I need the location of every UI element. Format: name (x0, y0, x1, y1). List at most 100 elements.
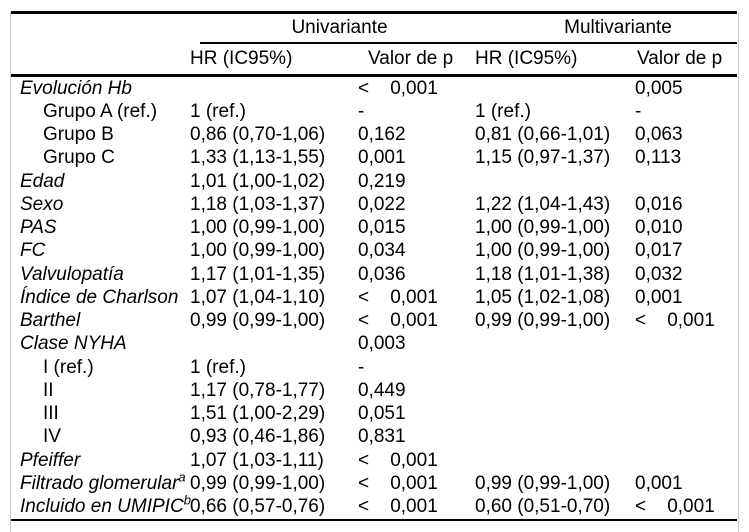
univariate-hr-cell: 1,07 (1,04-1,10) (190, 286, 326, 308)
univariate-hr-cell: 0,99 (0,99-1,00) (190, 310, 326, 332)
multivariate-hr-cell: 1,22 (1,04-1,43) (475, 193, 611, 215)
row-label-text: Barthel (20, 310, 81, 332)
univariate-p-cell: - (358, 356, 365, 378)
table-row: Filtrado glomerulara 0,99 (0,99-1,00) < … (11, 471, 737, 495)
table-row: Clase NYHA 0,003 (11, 333, 737, 356)
row-label: I (ref.) (11, 356, 190, 378)
univariate-p-cell: < 0,001 (358, 77, 438, 99)
multivariate-p-cell: 0,005 (635, 77, 683, 99)
multivariate-p-cell: 0,016 (635, 193, 683, 215)
multivariate-p-header: Valor de p (637, 48, 723, 70)
multivariate-hr-cell: 1,18 (1,01-1,38) (475, 263, 611, 285)
multivariate-hr-cell: 0,99 (0,99-1,00) (475, 310, 611, 332)
univariate-hr-header: HR (IC95%) (190, 48, 293, 70)
univariate-p-cell: 0,449 (358, 379, 406, 401)
table-row: III 1,51 (1,00-2,29) 0,051 (11, 403, 737, 426)
row-label: Filtrado glomerulara (11, 471, 190, 494)
row-label: III (11, 404, 190, 424)
univariate-hr-cell: 1 (ref.) (190, 356, 246, 378)
table-row: Sexo 1,18 (1,03-1,37) 0,022 1,22 (1,04-1… (11, 193, 737, 216)
univariate-hr-cell: 1,18 (1,03-1,37) (190, 193, 326, 215)
univariate-hr-cell: 0,99 (0,99-1,00) (190, 472, 326, 494)
table-row: Incluido en UMIPICb 0,66 (0,57-0,76) < 0… (11, 494, 737, 519)
table-row: PAS 1,00 (0,99-1,00) 0,015 1,00 (0,99-1,… (11, 217, 737, 240)
row-label-text: Incluido en UMIPIC (20, 496, 184, 518)
multivariate-p-cell: 0,017 (635, 240, 683, 262)
row-label: Pfeiffer (11, 449, 190, 471)
univariate-p-cell: 0,015 (358, 217, 406, 239)
univariate-p-cell: < 0,001 (358, 472, 438, 494)
row-label-text: Sexo (20, 193, 64, 215)
univariate-hr-cell: 1,01 (1,00-1,02) (190, 170, 326, 192)
footnote-marker: b (183, 492, 191, 508)
row-label-text: Edad (20, 170, 65, 192)
table-row: IV 0,93 (0,46-1,86) 0,831 (11, 426, 737, 449)
univariate-p-cell: - (358, 100, 365, 122)
regression-table: Univariante Multivariante HR (IC95%) Val… (11, 11, 737, 521)
row-label-text: Grupo A (ref.) (43, 100, 158, 122)
row-label-text: Pfeiffer (20, 449, 81, 471)
row-label-text: PAS (20, 217, 57, 239)
univariate-hr-cell: 0,86 (0,70-1,06) (190, 124, 326, 146)
row-label: Clase NYHA (11, 334, 190, 354)
univariate-hr-cell: 1 (ref.) (190, 100, 246, 122)
row-label-text: Clase NYHA (20, 333, 127, 355)
multivariate-hr-header: HR (IC95%) (475, 48, 578, 70)
multivariate-p-cell: 0,001 (635, 286, 683, 308)
table-row: Barthel 0,99 (0,99-1,00) < 0,001 0,99 (0… (11, 310, 737, 333)
multivariate-p-cell: 0,001 (635, 472, 683, 494)
header-bottom-rule (11, 74, 737, 77)
multivariate-hr-cell: 1,00 (0,99-1,00) (475, 240, 611, 262)
univariate-p-cell: 0,003 (358, 333, 406, 355)
row-label: II (11, 379, 190, 401)
table-row: Evolución Hb < 0,001 0,005 (11, 77, 737, 100)
table-row: I (ref.) 1 (ref.) - (11, 356, 737, 379)
group-header-underline-rule (200, 42, 737, 44)
multivariate-hr-cell: 0,81 (0,66-1,01) (475, 124, 611, 146)
table-row: Grupo A (ref.) 1 (ref.) - 1 (ref.) - (11, 100, 737, 123)
univariate-hr-cell: 1,00 (0,99-1,00) (190, 217, 326, 239)
multivariate-p-cell: - (635, 100, 642, 122)
row-label-text: FC (20, 240, 46, 262)
table-row: Pfeiffer 1,07 (1,03-1,11) < 0,001 (11, 449, 737, 472)
univariate-p-cell: 0,831 (358, 426, 406, 448)
univariate-hr-cell: 1,51 (1,00-2,29) (190, 403, 326, 425)
multivariate-p-cell: 0,063 (635, 124, 683, 146)
univariate-hr-cell: 0,66 (0,57-0,76) (190, 496, 326, 518)
multivariate-hr-cell: 0,60 (0,51-0,70) (475, 496, 611, 518)
row-label: PAS (11, 218, 190, 238)
row-label-text: Valvulopatía (20, 263, 124, 285)
univariate-p-cell: 0,001 (358, 147, 406, 169)
column-header-row: HR (IC95%) Valor de p HR (IC95%) Valor d… (11, 44, 737, 74)
row-label: Índice de Charlson (11, 286, 190, 308)
row-label: IV (11, 427, 190, 447)
row-label: Grupo A (ref.) (11, 100, 190, 122)
univariate-p-cell: 0,162 (358, 124, 406, 146)
univariate-p-cell: < 0,001 (358, 286, 438, 308)
row-label: Incluido en UMIPICb (11, 494, 191, 518)
left-frame-line (10, 12, 11, 532)
univariate-p-cell: < 0,001 (358, 310, 438, 332)
row-label-text: Grupo C (43, 147, 115, 169)
row-label-text: I (ref.) (43, 356, 94, 378)
univariate-p-cell: 0,034 (358, 240, 406, 262)
top-rule (11, 11, 737, 14)
row-label-text: Filtrado glomerular (20, 472, 179, 494)
row-label-text: Evolución Hb (20, 77, 132, 99)
multivariate-group-header: Multivariante (564, 17, 672, 38)
row-label: Sexo (11, 193, 190, 215)
table-row: FC 1,00 (0,99-1,00) 0,034 1,00 (0,99-1,0… (11, 240, 737, 263)
row-label: Grupo C (11, 148, 190, 168)
multivariate-hr-cell: 1,15 (0,97-1,37) (475, 147, 611, 169)
row-label-text: Índice de Charlson (20, 286, 179, 308)
row-label-text: III (43, 403, 59, 425)
group-header-row: Univariante Multivariante (11, 14, 737, 42)
row-label-text: IV (43, 426, 61, 448)
table-row: Grupo B 0,86 (0,70-1,06) 0,162 0,81 (0,6… (11, 124, 737, 147)
table-row: Edad 1,01 (1,00-1,02) 0,219 (11, 170, 737, 193)
row-label-text: II (43, 379, 54, 401)
univariate-hr-cell: 1,17 (0,78-1,77) (190, 379, 326, 401)
multivariate-p-cell: < 0,001 (635, 496, 715, 518)
univariate-p-cell: 0,051 (358, 403, 406, 425)
